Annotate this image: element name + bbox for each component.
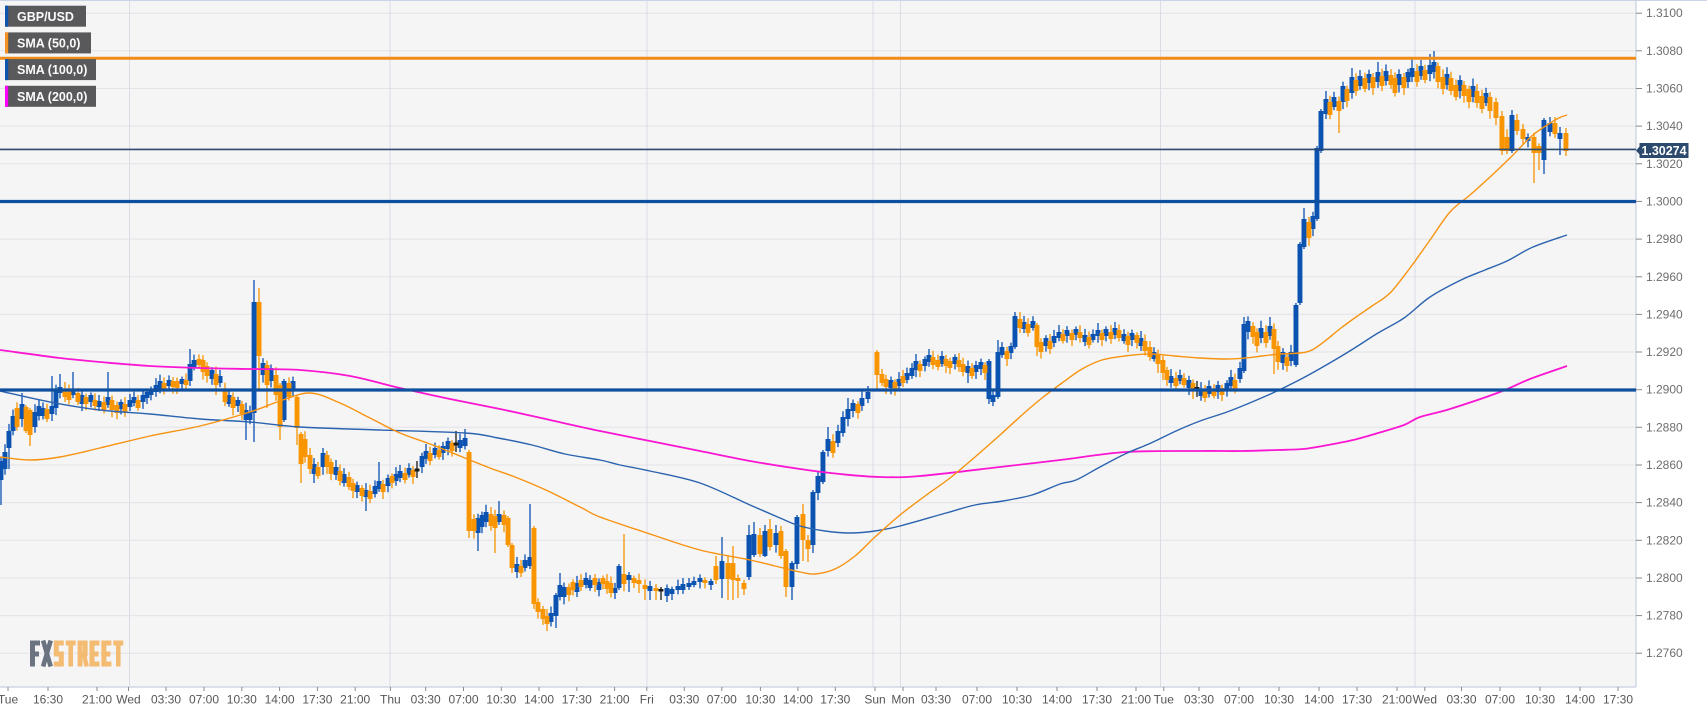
svg-text:Fri: Fri [640,693,654,707]
svg-text:1.2860: 1.2860 [1646,458,1683,472]
svg-text:17:30: 17:30 [562,693,592,707]
svg-text:Mon: Mon [891,693,914,707]
svg-text:14:00: 14:00 [783,693,813,707]
svg-text:21:00: 21:00 [600,693,630,707]
svg-text:SMA (50,0): SMA (50,0) [17,37,80,51]
svg-text:07:00: 07:00 [1485,693,1515,707]
svg-text:1.2900: 1.2900 [1646,383,1683,397]
svg-text:14:00: 14:00 [524,693,554,707]
svg-text:1.3020: 1.3020 [1646,157,1683,171]
svg-text:07:00: 07:00 [962,693,992,707]
svg-text:14:00: 14:00 [265,693,295,707]
svg-text:1.2800: 1.2800 [1646,571,1683,585]
svg-text:1.2920: 1.2920 [1646,345,1683,359]
svg-text:07:00: 07:00 [448,693,478,707]
svg-text:GBP/USD: GBP/USD [17,10,74,24]
svg-text:17:30: 17:30 [1082,693,1112,707]
svg-text:Sun: Sun [864,693,885,707]
svg-text:10:30: 10:30 [1525,693,1555,707]
svg-text:07:00: 07:00 [1224,693,1254,707]
svg-text:Tue: Tue [0,693,18,707]
svg-text:10:30: 10:30 [1002,693,1032,707]
svg-text:Thu: Thu [380,693,401,707]
svg-text:07:00: 07:00 [189,693,219,707]
svg-text:21:00: 21:00 [340,693,370,707]
svg-text:1.2940: 1.2940 [1646,307,1683,321]
svg-text:1.30274: 1.30274 [1641,144,1686,158]
svg-text:Tue: Tue [1154,693,1175,707]
svg-text:03:30: 03:30 [411,693,441,707]
svg-text:21:00: 21:00 [1382,693,1412,707]
svg-text:Wed: Wed [116,693,140,707]
svg-text:1.3080: 1.3080 [1646,44,1683,58]
svg-text:1.2820: 1.2820 [1646,533,1683,547]
svg-text:10:30: 10:30 [227,693,257,707]
svg-text:10:30: 10:30 [745,693,775,707]
svg-text:17:30: 17:30 [1342,693,1372,707]
svg-text:1.2960: 1.2960 [1646,270,1683,284]
svg-text:16:30: 16:30 [33,693,63,707]
svg-text:1.3100: 1.3100 [1646,6,1683,20]
svg-text:10:30: 10:30 [486,693,516,707]
svg-text:Wed: Wed [1413,693,1437,707]
svg-text:1.2760: 1.2760 [1646,646,1683,660]
svg-text:21:00: 21:00 [82,693,112,707]
svg-text:1.2840: 1.2840 [1646,496,1683,510]
svg-text:03:30: 03:30 [669,693,699,707]
svg-text:03:30: 03:30 [1184,693,1214,707]
svg-text:10:30: 10:30 [1264,693,1294,707]
svg-text:SMA (100,0): SMA (100,0) [17,63,87,77]
svg-text:14:00: 14:00 [1304,693,1334,707]
svg-text:SMA (200,0): SMA (200,0) [17,90,87,104]
svg-text:1.3000: 1.3000 [1646,194,1683,208]
svg-text:03:30: 03:30 [921,693,951,707]
svg-text:1.2780: 1.2780 [1646,609,1683,623]
svg-text:21:00: 21:00 [1121,693,1151,707]
svg-text:17:30: 17:30 [302,693,332,707]
svg-text:17:30: 17:30 [820,693,850,707]
svg-text:07:00: 07:00 [707,693,737,707]
svg-text:1.2880: 1.2880 [1646,420,1683,434]
svg-text:03:30: 03:30 [151,693,181,707]
svg-text:14:00: 14:00 [1042,693,1072,707]
svg-text:1.3060: 1.3060 [1646,82,1683,96]
svg-text:14:00: 14:00 [1565,693,1595,707]
svg-text:1.3040: 1.3040 [1646,119,1683,133]
svg-text:03:30: 03:30 [1446,693,1476,707]
svg-text:1.2980: 1.2980 [1646,232,1683,246]
svg-text:17:30: 17:30 [1603,693,1633,707]
